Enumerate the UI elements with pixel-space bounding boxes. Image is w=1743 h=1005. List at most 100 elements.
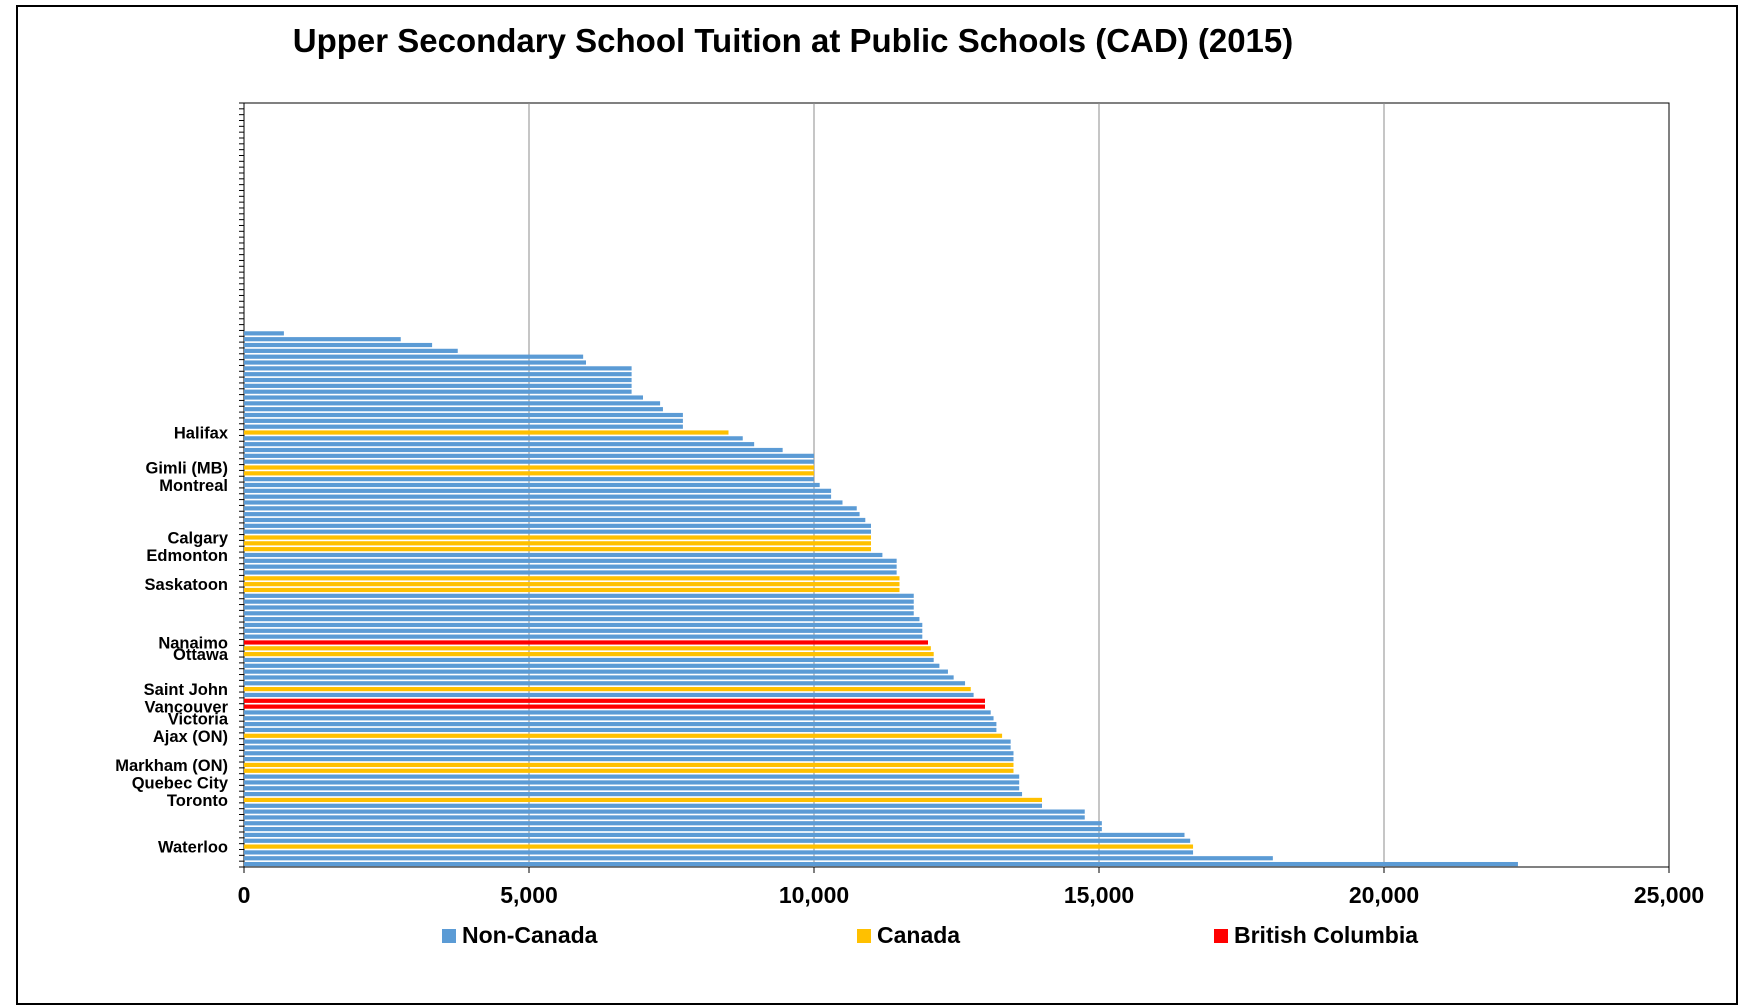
legend-item: Non-Canada (442, 922, 597, 949)
bar (244, 587, 900, 593)
bar (244, 611, 914, 616)
chart-legend: Non-Canada Canada British Columbia (0, 922, 1586, 958)
bar (244, 716, 994, 721)
bar (244, 331, 284, 336)
bar (244, 500, 843, 505)
bar (244, 739, 1011, 744)
bar (244, 832, 1185, 838)
bar (244, 523, 871, 528)
x-tick-label: 15,000 (1064, 882, 1134, 908)
bar (244, 564, 897, 569)
bar (244, 494, 832, 499)
bar (244, 366, 632, 371)
bar (244, 424, 683, 429)
x-tick-label: 5,000 (500, 882, 558, 908)
bar (244, 599, 914, 604)
bar (244, 570, 897, 575)
bar-label: Victoria (168, 710, 229, 728)
bar (244, 803, 1042, 808)
legend-item: Canada (857, 922, 960, 949)
bar-chart: 0 5,000 10,000 15,000 20,000 25,000 Halifax Gim… (115, 102, 1704, 908)
bar (244, 692, 974, 698)
bar-label: Nanaimo (158, 634, 228, 652)
legend-swatch (857, 928, 871, 943)
bar (244, 652, 934, 657)
bar (244, 401, 661, 406)
bar (244, 447, 783, 453)
bar (244, 768, 1014, 773)
bar (244, 383, 632, 388)
bar (244, 786, 1020, 791)
bar (244, 646, 931, 651)
bar (244, 576, 900, 581)
bar (244, 687, 971, 692)
bar (244, 529, 871, 534)
bar (244, 861, 1518, 867)
bar (244, 412, 683, 418)
bar-label: Vancouver (145, 699, 229, 717)
x-tick-label: 25,000 (1634, 882, 1704, 908)
legend-swatch (442, 928, 456, 943)
bar (244, 663, 940, 668)
bar (244, 506, 857, 511)
bar (244, 547, 871, 552)
bar (244, 733, 1003, 738)
legend-label: Canada (877, 922, 961, 948)
bar (244, 821, 1102, 826)
bar (244, 780, 1020, 785)
bar (244, 442, 755, 447)
bar (244, 710, 991, 715)
bar (244, 757, 1014, 762)
bar (244, 389, 632, 394)
bar-label: Ottawa (173, 646, 229, 664)
bar (244, 517, 866, 523)
bar (244, 745, 1011, 750)
chart-title: Upper Secondary School Tuition at Public… (292, 22, 1294, 59)
bar (244, 844, 1194, 849)
bar (244, 791, 1023, 797)
bar (244, 628, 923, 633)
bar-label: Waterloo (158, 839, 228, 857)
bar-label: Gimli (MB) (146, 460, 229, 478)
bar (244, 465, 814, 470)
bar (244, 593, 914, 598)
bar (244, 669, 948, 674)
bar (244, 436, 743, 441)
bar (244, 418, 683, 423)
bar (244, 453, 814, 458)
bar (244, 850, 1194, 855)
bar-label: Saskatoon (145, 576, 228, 594)
bar (244, 582, 900, 587)
bar-label: Quebec City (132, 774, 229, 792)
bar (244, 354, 584, 359)
bar (244, 372, 632, 377)
bar (244, 471, 814, 476)
bar (244, 634, 923, 639)
bar (244, 856, 1273, 861)
bar-label: Toronto (167, 792, 228, 810)
bar (244, 430, 729, 435)
bar (244, 342, 433, 348)
x-tick-label: 20,000 (1349, 882, 1419, 908)
bar (244, 675, 954, 680)
bar (244, 704, 985, 709)
bar (244, 797, 1042, 803)
bar-label: Markham (ON) (115, 757, 228, 775)
legend-label: British Columbia (1234, 922, 1419, 948)
bar (244, 512, 860, 517)
bar (244, 558, 897, 563)
bar (244, 482, 820, 488)
bar (244, 815, 1085, 820)
bar (244, 681, 966, 686)
legend-swatch (1214, 928, 1228, 943)
bar (244, 395, 643, 400)
bar (244, 377, 632, 383)
bar-label: Ajax (ON) (153, 728, 228, 746)
bar (244, 838, 1191, 843)
bar (244, 722, 997, 727)
bar (244, 407, 663, 412)
bar-label: Edmonton (146, 547, 228, 565)
bar-label: Calgary (167, 529, 228, 547)
bar (244, 552, 883, 558)
bar (244, 459, 814, 464)
